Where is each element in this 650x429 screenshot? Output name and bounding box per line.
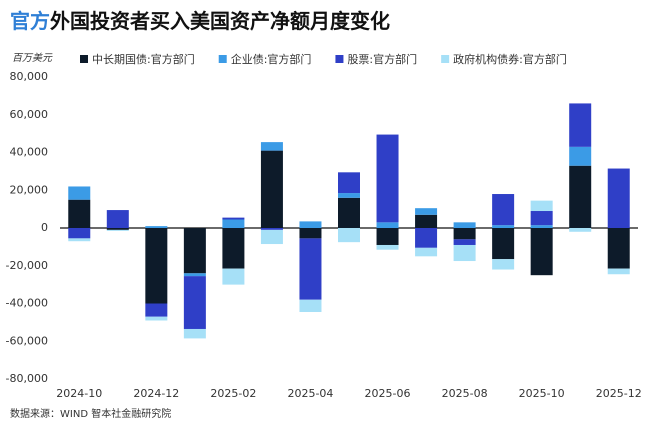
- bar-segment: [299, 228, 322, 239]
- bar-segment: [530, 200, 553, 212]
- bar-segment: [415, 214, 438, 228]
- bar-segment: [569, 146, 592, 166]
- bar-segment: [106, 210, 129, 228]
- bar-segment: [338, 228, 360, 243]
- bar-segment: [145, 303, 168, 317]
- bar-segment: [260, 229, 283, 245]
- legend-label: 企业债:官方部门: [231, 52, 312, 66]
- bar-segment: [106, 229, 129, 231]
- bar-segment: [376, 228, 399, 245]
- bar-segment: [376, 134, 399, 223]
- bar-segment: [260, 142, 283, 151]
- bar-segment: [530, 228, 553, 276]
- y-tick-label: 60,000: [10, 108, 49, 121]
- legend-label: 股票:官方部门: [347, 52, 417, 66]
- x-tick-label: 2024-12: [133, 387, 179, 400]
- bar-segment: [68, 238, 91, 242]
- bar-segment: [492, 194, 515, 226]
- x-tick-label: 2024-10: [56, 387, 102, 400]
- bar-segment: [376, 244, 399, 250]
- legend-label: 政府机构债券:官方部门: [453, 52, 567, 66]
- bar-segment: [145, 228, 168, 304]
- y-tick-label: 20,000: [10, 183, 49, 196]
- bar-segment: [68, 228, 91, 239]
- y-tick-label: 40,000: [10, 146, 49, 159]
- bar-segment: [222, 228, 245, 269]
- legend-swatch: [218, 55, 227, 63]
- legend-label: 中长期国债:官方部门: [92, 52, 195, 66]
- title-highlight: 官方: [10, 9, 50, 33]
- bar-segment: [222, 268, 245, 285]
- bar-segment: [453, 244, 476, 262]
- legend-swatch: [335, 55, 344, 63]
- y-tick-label: -40,000: [6, 297, 48, 310]
- bar-segment: [607, 168, 630, 228]
- y-tick-label: -20,000: [6, 259, 48, 272]
- bar-segment: [530, 225, 553, 228]
- bar-segment: [183, 276, 206, 329]
- y-tick-label: 0: [41, 221, 48, 234]
- bar-segment: [453, 239, 476, 245]
- x-tick-label: 2025-10: [519, 387, 565, 400]
- x-tick-label: 2025-02: [210, 387, 256, 400]
- bar-segment: [338, 193, 360, 198]
- title-text: 外国投资者买入美国资产净额月度变化: [50, 9, 390, 33]
- bar-segment: [183, 228, 206, 274]
- bar-segment: [415, 208, 438, 215]
- bar-segment: [607, 268, 630, 275]
- bar-segment: [145, 226, 168, 228]
- legend-swatch: [80, 55, 88, 63]
- bar-segment: [415, 228, 438, 248]
- bar-segment: [453, 222, 476, 228]
- legend-swatch: [441, 55, 450, 63]
- bar-segment: [492, 225, 515, 228]
- bar-segment: [299, 221, 322, 228]
- bar-segment: [299, 238, 322, 300]
- bar-segment: [299, 299, 322, 312]
- y-tick-label: 80,000: [10, 70, 49, 83]
- bar-segment: [607, 228, 630, 269]
- x-tick-label: 2025-06: [365, 387, 411, 400]
- bar-segment: [260, 150, 283, 228]
- bar-segment: [260, 228, 283, 230]
- bar-segment: [183, 328, 206, 339]
- bar-segment: [492, 228, 515, 260]
- y-unit: 百万美元: [12, 52, 53, 64]
- bar-segment: [222, 219, 245, 228]
- x-tick-label: 2025-12: [596, 387, 642, 400]
- x-tick-label: 2025-08: [442, 387, 488, 400]
- bar-segment: [106, 228, 129, 230]
- bar-segment: [376, 222, 399, 228]
- source: 数据来源：WIND 智本社金融研究院: [10, 407, 171, 420]
- bar-segment: [453, 228, 476, 240]
- bar-segment: [569, 165, 592, 228]
- bar-segment: [569, 103, 592, 147]
- bar-segment: [492, 259, 515, 270]
- bar-segment: [145, 316, 168, 321]
- bar-segment: [338, 172, 360, 194]
- bar-segment: [68, 186, 91, 200]
- bar-segment: [338, 197, 360, 228]
- bar-segment: [68, 199, 91, 228]
- bar-segment: [569, 228, 592, 232]
- y-tick-label: -60,000: [6, 334, 48, 347]
- bar-segment: [530, 211, 553, 226]
- bar-segment: [415, 247, 438, 257]
- y-tick-label: -80,000: [6, 372, 48, 385]
- chart-title: 官方外国投资者买入美国资产净额月度变化: [10, 9, 390, 33]
- x-tick-label: 2025-04: [287, 387, 333, 400]
- bar-segment: [222, 217, 245, 220]
- bar-segment: [183, 273, 206, 277]
